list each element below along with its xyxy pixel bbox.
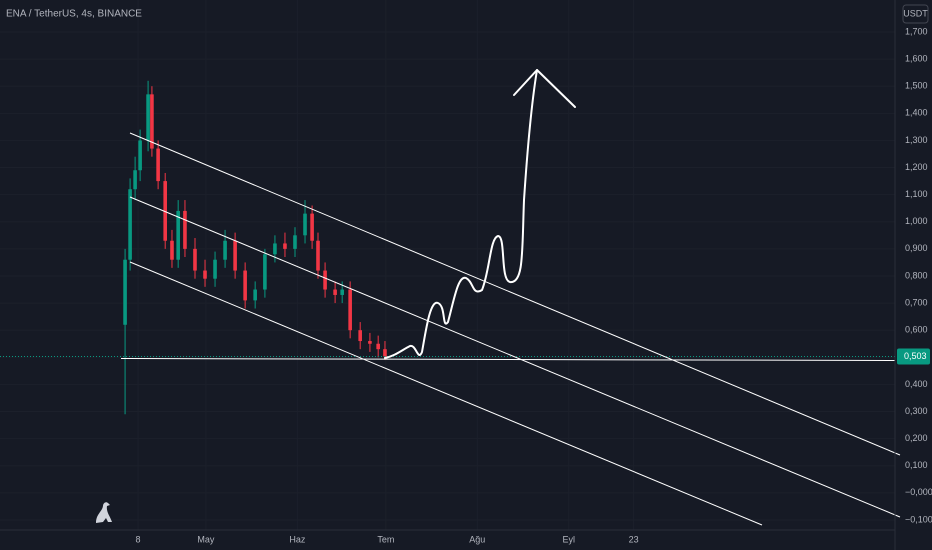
x-tick-label: May xyxy=(197,534,215,544)
drawings xyxy=(129,69,901,526)
y-tick-label: 0,600 xyxy=(905,325,928,335)
candle-body xyxy=(253,289,257,301)
candle-body xyxy=(348,289,352,331)
x-tick-label: 23 xyxy=(629,534,639,544)
candle-body xyxy=(273,243,277,255)
channel-middle xyxy=(129,196,901,518)
y-tick-label: 1,100 xyxy=(905,189,928,199)
y-tick-label: 1,300 xyxy=(905,135,928,145)
last-price-box xyxy=(897,348,930,365)
candle-body xyxy=(283,243,287,249)
chart-title: ENA / TetherUS, 4s, BINANCE xyxy=(6,9,142,20)
y-tick-label: 1,700 xyxy=(905,26,928,36)
channel-top xyxy=(129,132,901,456)
candle-body xyxy=(310,213,314,241)
candle-body xyxy=(123,259,127,325)
y-tick-label: 1,600 xyxy=(905,53,928,63)
currency[interactable]: USDT xyxy=(903,8,928,18)
currency-box[interactable] xyxy=(902,4,929,24)
y-tick-label: 0,100 xyxy=(905,460,928,470)
candle-body xyxy=(156,148,160,182)
candle-body xyxy=(223,240,227,260)
x-tick-label: Tem xyxy=(377,534,394,544)
candle-body xyxy=(193,248,197,271)
y-tick-label: −0,100 xyxy=(905,514,932,524)
y-tick-label: 0,900 xyxy=(905,243,928,253)
candle-body xyxy=(163,181,167,241)
candle-body xyxy=(213,259,217,279)
candle-body xyxy=(146,94,150,141)
y-tick-label: 0,400 xyxy=(905,379,928,389)
y-tick-label: 0,700 xyxy=(905,297,928,307)
last-price-label: 0,503 xyxy=(904,351,927,361)
candle-body xyxy=(293,235,297,249)
candle-body xyxy=(176,210,180,260)
y-tick-label: 1,400 xyxy=(905,108,928,118)
candle-body xyxy=(183,210,187,249)
candle-body xyxy=(333,289,337,295)
candle-body xyxy=(150,94,154,149)
candle-body xyxy=(243,270,247,301)
logo xyxy=(96,502,112,523)
y-tick-label: 1,000 xyxy=(905,216,928,226)
candle-body xyxy=(316,240,320,271)
projection-curve xyxy=(384,69,538,359)
candle-body xyxy=(323,270,327,290)
candle-body xyxy=(128,189,132,260)
y-tick-label: 0,200 xyxy=(905,433,928,443)
grid xyxy=(0,0,895,530)
candle-body xyxy=(263,254,267,290)
candle-body xyxy=(358,330,362,342)
candle-body xyxy=(340,289,344,295)
candle-body xyxy=(303,213,307,236)
candle-body xyxy=(233,240,237,271)
candle-body xyxy=(368,341,372,344)
y-tick-label: −0,000 xyxy=(905,487,932,497)
support-line xyxy=(120,357,896,361)
candle-body xyxy=(383,349,387,357)
projection-arrowhead xyxy=(513,69,576,108)
candle-body xyxy=(376,343,380,350)
channel-bottom xyxy=(129,261,763,526)
candle-body xyxy=(203,270,207,279)
x-tick-label: Eyl xyxy=(562,534,575,544)
candle-body xyxy=(133,170,137,190)
y-tick-label: 1,500 xyxy=(905,81,928,91)
x-tick-label: Ağu xyxy=(469,534,485,544)
y-tick-label: 1,200 xyxy=(905,162,928,172)
candles xyxy=(0,80,896,415)
x-tick-label: 8 xyxy=(136,534,141,544)
candle-body xyxy=(138,140,142,171)
y-tick-label: 0,800 xyxy=(905,270,928,280)
y-tick-label: 0,300 xyxy=(905,406,928,416)
candle-body xyxy=(170,240,174,260)
x-tick-label: Haz xyxy=(289,534,306,544)
